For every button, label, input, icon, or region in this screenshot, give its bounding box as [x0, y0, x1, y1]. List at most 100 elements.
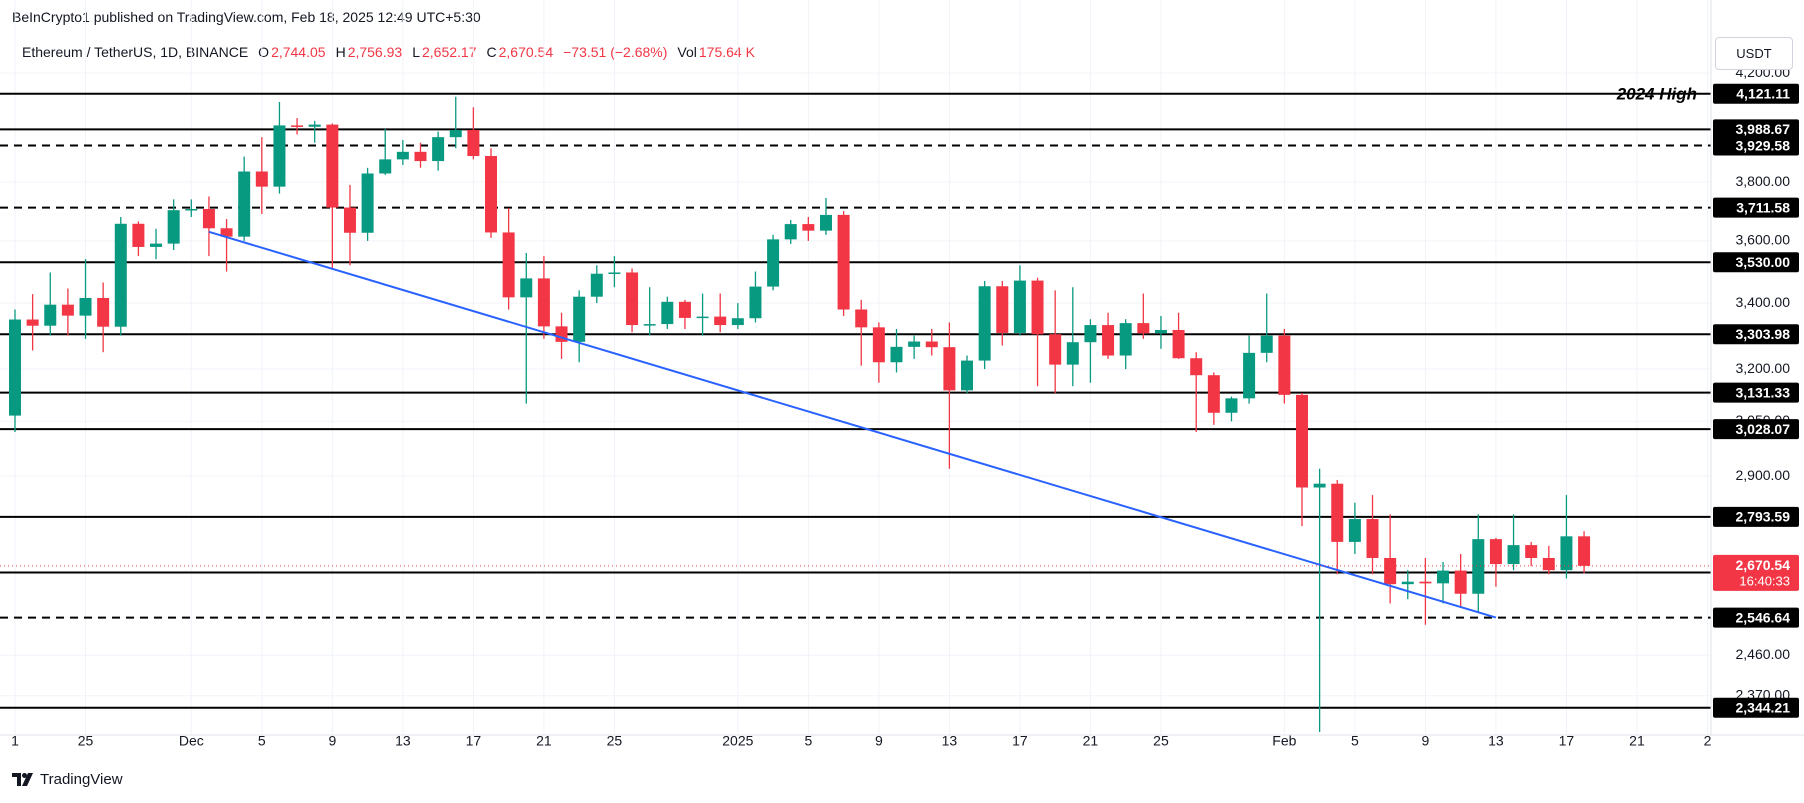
candle-body	[61, 304, 74, 316]
candle-body	[837, 214, 850, 310]
candle-body	[520, 278, 533, 298]
candle-body	[802, 224, 815, 231]
candle-body	[167, 210, 180, 244]
x-tick-label: 21	[536, 733, 552, 749]
open-label: O	[258, 44, 270, 60]
footer: TradingView	[12, 771, 123, 788]
candle-body	[890, 346, 903, 363]
candle-body	[784, 224, 797, 240]
level-label: 3,530.00	[1736, 254, 1791, 270]
high-value: 2,756.93	[347, 44, 403, 60]
x-tick-label: 9	[328, 733, 336, 749]
candle-body	[819, 214, 832, 231]
x-tick-label: 25	[607, 733, 623, 749]
candle-body	[1084, 325, 1097, 343]
y-tick-label: 2,460.00	[1736, 646, 1791, 662]
x-tick-label: 13	[1488, 733, 1504, 749]
volume-label: Vol	[677, 44, 697, 60]
level-badge	[1713, 119, 1799, 140]
x-tick-label: 9	[1422, 733, 1430, 749]
x-tick-label: 9	[875, 733, 883, 749]
candle-body	[220, 228, 233, 237]
level-badge	[1713, 607, 1799, 628]
candle-body	[114, 223, 127, 327]
level-label: 3,988.67	[1736, 121, 1791, 137]
x-tick-label: Dec	[179, 733, 204, 749]
level-badge	[1713, 83, 1799, 104]
level-label: 2,344.21	[1736, 699, 1791, 715]
x-tick-label: 17	[466, 733, 482, 749]
level-label: 2,546.64	[1736, 609, 1791, 625]
candle-body	[396, 151, 409, 160]
candle-body	[1542, 557, 1555, 571]
y-tick-label: 3,800.00	[1736, 173, 1791, 189]
published-note: BeInCrypto1 published on TradingView.com…	[12, 9, 481, 25]
candle-body	[1119, 323, 1132, 356]
candle-body	[255, 171, 268, 187]
y-tick-label: 3,200.00	[1736, 360, 1791, 376]
candle-body	[714, 316, 727, 326]
candle-body	[202, 209, 215, 229]
close-label: C	[486, 44, 497, 60]
candle-body	[1366, 519, 1379, 558]
x-tick-label: 17	[1559, 733, 1575, 749]
x-tick-label: 13	[942, 733, 958, 749]
candle-body	[1154, 329, 1167, 334]
candle-body	[1313, 483, 1326, 488]
candle-body	[502, 232, 515, 298]
candle-body	[626, 272, 639, 326]
level-badge	[1713, 135, 1799, 156]
brand-logo	[12, 772, 33, 786]
change-value: −73.51 (−2.68%)	[563, 44, 668, 60]
candle-body	[1454, 570, 1467, 594]
candle-body	[1260, 335, 1273, 353]
level-badge	[1713, 324, 1799, 345]
candle-body	[608, 272, 621, 274]
candle-body	[537, 278, 550, 327]
candle-body	[1031, 280, 1044, 335]
level-label: 3,711.58	[1736, 199, 1790, 215]
trendline	[208, 230, 1497, 619]
candle-body	[1489, 539, 1502, 565]
candle-body	[1419, 581, 1432, 584]
level-label: 4,121.11	[1736, 85, 1790, 101]
candle-body	[590, 273, 603, 297]
level-label: 3,028.07	[1736, 421, 1791, 437]
candle-body	[1578, 536, 1591, 566]
last-price-label: 2,670.54	[1736, 557, 1791, 573]
candle-body	[1190, 358, 1203, 376]
currency-button[interactable]: USDT	[1715, 37, 1793, 70]
countdown: 16:40:33	[1739, 573, 1790, 588]
candle-body	[731, 318, 744, 326]
candle-body	[449, 130, 462, 138]
level-badge	[1713, 419, 1799, 440]
candle-body	[908, 341, 921, 347]
level-badge	[1713, 197, 1799, 218]
candle-body	[925, 341, 938, 348]
candle-body	[961, 360, 974, 391]
grid	[0, 0, 1711, 735]
candle-body	[1172, 329, 1185, 359]
candle-body	[855, 309, 868, 328]
candle-body	[414, 151, 427, 162]
candle-body	[696, 316, 709, 319]
candle-body	[1507, 545, 1520, 565]
close-value: 2,670.54	[498, 44, 554, 60]
candle-body	[273, 125, 286, 187]
candle-body	[9, 319, 21, 416]
candle-body	[1472, 539, 1485, 594]
candle-body	[872, 327, 885, 363]
candle-body	[150, 243, 163, 247]
plot-area	[0, 92, 1711, 732]
volume-value: 175.64 K	[698, 44, 755, 60]
candle-body	[326, 124, 339, 208]
candle-body	[432, 137, 445, 162]
candle-body	[643, 324, 656, 326]
level-badge	[1713, 382, 1799, 403]
candle-body	[467, 130, 480, 157]
candle-body	[661, 301, 674, 325]
candle-body	[1437, 570, 1450, 584]
x-tick-label: 17	[1012, 733, 1028, 749]
candle-body	[1384, 557, 1397, 585]
